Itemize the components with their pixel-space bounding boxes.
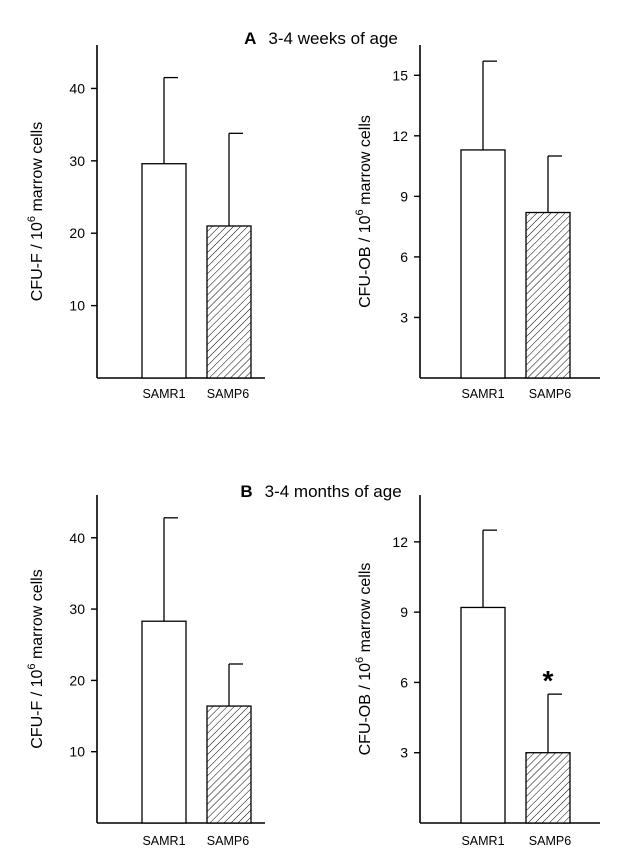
y-tick-label: 30 (69, 601, 85, 617)
y-axis-label: CFU-OB / 106 marrow cells (354, 115, 374, 308)
panel-b-title-text: 3-4 months of age (265, 482, 402, 501)
bar-samp6 (525, 752, 571, 824)
y-axis-label-main: CFU-F / 10 (29, 670, 46, 749)
y-tick-label: 15 (392, 67, 408, 83)
y-axis-label-exponent: 6 (354, 657, 366, 663)
y-axis-label-tail: marrow cells (29, 122, 46, 216)
category-label-samr1: SAMR1 (461, 834, 504, 848)
bar-samp6 (206, 705, 252, 824)
y-axis-label-main: CFU-OB / 10 (357, 663, 374, 756)
y-tick-label: 6 (400, 674, 408, 690)
category-label-samr1: SAMR1 (461, 387, 504, 401)
y-tick-label: 3 (400, 745, 408, 761)
chart-b-cfu-f: 10 20 30 40 CFU-F / 106 marrow cells SAMR1 SAM… (26, 495, 265, 848)
category-label-samp6: SAMP6 (207, 387, 249, 401)
category-label-samp6: SAMP6 (207, 834, 249, 848)
y-axis-label-tail: marrow cells (357, 115, 374, 209)
y-axis-label-exponent: 6 (354, 209, 366, 215)
y-tick-label: 10 (69, 744, 85, 760)
panel-a-title: A 3-4 weeks of age (244, 29, 398, 48)
y-axis-label-exponent: 6 (26, 216, 38, 222)
panel-b-letter: B (240, 482, 252, 501)
bar-samr1 (141, 163, 187, 379)
y-tick-label: 9 (400, 604, 408, 620)
bar-samp6 (206, 225, 252, 379)
y-axis-label: CFU-F / 106 marrow cells (26, 569, 46, 748)
bar-samr1 (460, 606, 506, 824)
y-tick-label: 40 (69, 530, 85, 546)
y-axis-label: CFU-OB / 106 marrow cells (354, 563, 374, 756)
bar-samp6 (525, 211, 571, 379)
chart-a-cfu-f: 10 20 30 40 CFU-F / 106 marrow cells SAMR1 SAM… (26, 45, 265, 401)
y-tick-label: 20 (69, 225, 85, 241)
y-axis-label-tail: marrow cells (29, 569, 46, 663)
y-axis-label-main: CFU-OB / 10 (357, 215, 374, 308)
y-axis-label-tail: marrow cells (357, 563, 374, 657)
panel-a-letter: A (244, 29, 256, 48)
y-tick-label: 6 (400, 249, 408, 265)
panel-a-title-text: 3-4 weeks of age (268, 29, 397, 48)
y-tick-label: 12 (392, 534, 408, 550)
y-axis-label-exponent: 6 (26, 663, 38, 669)
category-label-samp6: SAMP6 (529, 834, 571, 848)
y-tick-label: 40 (69, 80, 85, 96)
category-label-samr1: SAMR1 (142, 387, 185, 401)
bar-samr1 (141, 620, 187, 824)
y-tick-label: 10 (69, 298, 85, 314)
y-axis-label: CFU-F / 106 marrow cells (26, 122, 46, 301)
y-tick-label: 20 (69, 672, 85, 688)
y-axis-label-main: CFU-F / 10 (29, 222, 46, 301)
y-tick-label: 12 (392, 128, 408, 144)
category-label-samr1: SAMR1 (142, 834, 185, 848)
y-tick-label: 9 (400, 188, 408, 204)
bar-samr1 (460, 149, 506, 379)
y-tick-label: 30 (69, 153, 85, 169)
panel-b-title: B 3-4 months of age (240, 482, 401, 501)
significance-marker: * (543, 665, 554, 696)
y-tick-label: 3 (400, 309, 408, 325)
category-label-samp6: SAMP6 (529, 387, 571, 401)
